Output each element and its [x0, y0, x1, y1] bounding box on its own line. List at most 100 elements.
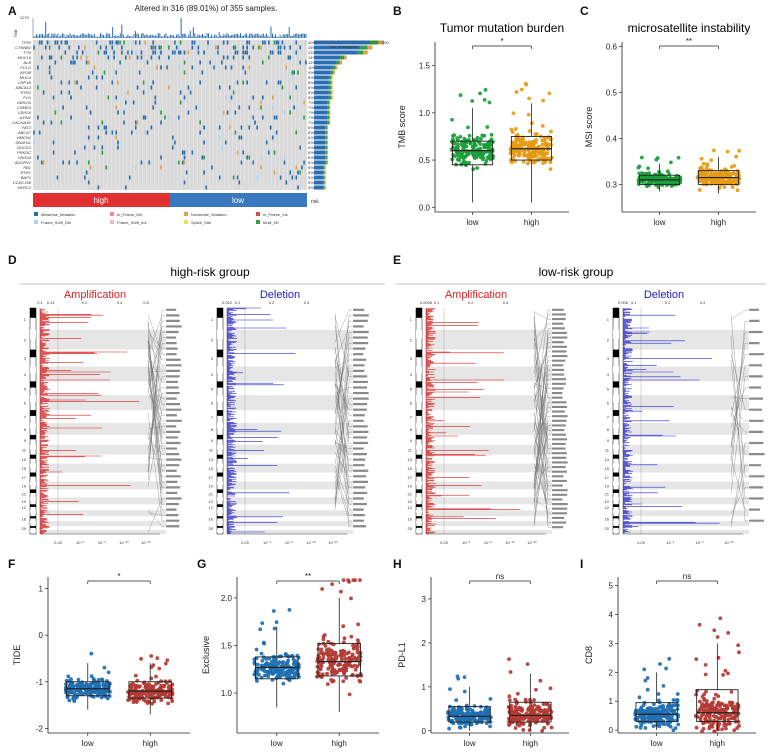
svg-text:13: 13 [605, 457, 610, 462]
risk-low-label: low [232, 196, 244, 205]
svg-text:0.2: 0.2 [665, 300, 671, 305]
gistic-high-amp-title: Amplification [64, 289, 126, 301]
svg-text:HMCN1: HMCN1 [17, 135, 31, 140]
y-tick-label: 4 [609, 611, 614, 620]
svg-text:17: 17 [408, 475, 413, 480]
gistic-high-risk: high-risk group Amplification Deletion 1… [20, 265, 385, 545]
svg-text:16: 16 [22, 517, 27, 522]
box-high [128, 681, 172, 699]
svg-text:21: 21 [209, 491, 214, 496]
y-axis-label: TMB score [397, 105, 407, 149]
svg-text:0.4: 0.4 [304, 300, 310, 305]
oncoplot-legend: Missense_Mutation Frame_Shift_Del In_Fra… [34, 212, 288, 225]
svg-text:10⁻²⁰: 10⁻²⁰ [527, 540, 537, 545]
svg-text:8: 8 [607, 427, 610, 432]
svg-text:19: 19 [209, 483, 214, 488]
svg-text:PCLO: PCLO [20, 65, 31, 70]
gistic-low-del-title: Deletion [644, 289, 684, 301]
panel-label-h: H [393, 557, 402, 571]
exclusive-boxplot: Exclusive 1.0 1.5 2.0 low high ** [201, 572, 379, 748]
significance-label: ns [683, 572, 691, 581]
y-tick-label: 0.5 [606, 89, 618, 98]
svg-text:16: 16 [408, 517, 413, 522]
svg-text:10⁻¹⁰: 10⁻¹⁰ [119, 540, 129, 545]
svg-text:10⁻¹⁰: 10⁻¹⁰ [505, 540, 515, 545]
svg-text:19: 19 [408, 483, 413, 488]
svg-text:5%: 5% [308, 185, 314, 190]
svg-text:RB1: RB1 [23, 165, 31, 170]
svg-text:12: 12 [209, 505, 214, 510]
x-tick-label: high [711, 218, 726, 227]
svg-text:0.4: 0.4 [503, 300, 509, 305]
svg-text:CCDC168: CCDC168 [13, 180, 32, 185]
svg-text:TTN: TTN [23, 50, 31, 55]
panel-label-g: G [197, 557, 207, 571]
oncoplot-bar-tick-0: 0 [314, 40, 317, 45]
x-tick-label: low [467, 218, 479, 227]
svg-text:8%: 8% [308, 85, 314, 90]
svg-text:10⁻¹⁰: 10⁻¹⁰ [306, 540, 316, 545]
svg-text:16: 16 [209, 517, 214, 522]
svg-text:AXIN1: AXIN1 [18, 115, 31, 120]
svg-text:17: 17 [22, 475, 27, 480]
y-tick-label: 1.0 [419, 109, 431, 118]
svg-text:7: 7 [607, 415, 610, 420]
significance-label: ns [496, 572, 504, 581]
y-axis-label: CD8 [584, 646, 594, 664]
svg-text:CACNA1E: CACNA1E [12, 120, 31, 125]
svg-text:10⁻⁵: 10⁻⁵ [484, 540, 493, 545]
point-cloud-high [508, 81, 554, 172]
box-low [451, 140, 494, 166]
svg-text:4: 4 [410, 372, 413, 377]
svg-text:30%: 30% [308, 40, 316, 45]
svg-text:6%: 6% [308, 160, 314, 165]
svg-text:12%: 12% [308, 60, 316, 65]
svg-text:13: 13 [408, 457, 413, 462]
svg-text:17: 17 [209, 475, 214, 480]
svg-text:7: 7 [211, 415, 214, 420]
svg-text:APOB: APOB [19, 70, 31, 75]
svg-text:6%: 6% [308, 155, 314, 160]
svg-text:5%: 5% [308, 175, 314, 180]
svg-text:5: 5 [410, 386, 413, 391]
risk-track-label: risk [311, 199, 319, 205]
svg-text:6: 6 [24, 401, 27, 406]
svg-text:9: 9 [607, 438, 610, 443]
svg-text:21: 21 [22, 491, 27, 496]
gistic-high-title: high-risk group [170, 265, 250, 279]
svg-text:MUC16: MUC16 [17, 55, 31, 60]
svg-text:7%: 7% [308, 120, 314, 125]
svg-text:RYR1: RYR1 [20, 170, 31, 175]
x-tick-label: high [524, 218, 539, 227]
point-cloud-high [126, 654, 175, 706]
svg-text:0.25: 0.25 [54, 540, 63, 545]
msi-boxplot: microsatellite instability MSI score 0.3 0.… [584, 21, 756, 227]
y-axis-label: MSI score [584, 107, 594, 148]
svg-text:OBSCN: OBSCN [17, 100, 31, 105]
svg-text:10⁻²⁰: 10⁻²⁰ [328, 540, 338, 545]
y-tick-label: 1.5 [221, 641, 233, 650]
svg-text:10⁻²: 10⁻² [462, 540, 471, 545]
panel-label-a: A [8, 4, 17, 18]
svg-text:DNAH11: DNAH11 [16, 140, 32, 145]
plot-title: microsatellite instability [628, 21, 751, 35]
svg-text:USH2A: USH2A [18, 155, 32, 160]
svg-text:Frame_Shift_Ins: Frame_Shift_Ins [117, 220, 146, 225]
gistic-low-amp-title: Amplification [445, 289, 507, 301]
svg-text:FLG: FLG [23, 95, 31, 100]
tmb-boxplot: Tumor mutation burden TMB score 0.0 0.5 1.0 1… [397, 21, 569, 227]
svg-text:6%: 6% [308, 135, 314, 140]
svg-text:10⁻⁵: 10⁻⁵ [285, 540, 294, 545]
y-tick-label: 1 [422, 683, 427, 692]
svg-text:6: 6 [607, 401, 610, 406]
svg-text:3: 3 [24, 356, 27, 361]
svg-text:12: 12 [605, 505, 610, 510]
svg-text:15: 15 [408, 466, 413, 471]
svg-text:4: 4 [607, 372, 610, 377]
svg-text:TP53: TP53 [21, 40, 31, 45]
oncoplot-tmb-max: 1270 [20, 15, 30, 20]
svg-text:CSMD3: CSMD3 [17, 105, 32, 110]
svg-text:8%: 8% [308, 75, 314, 80]
box-low [448, 706, 491, 723]
point-cloud-low [252, 607, 301, 686]
